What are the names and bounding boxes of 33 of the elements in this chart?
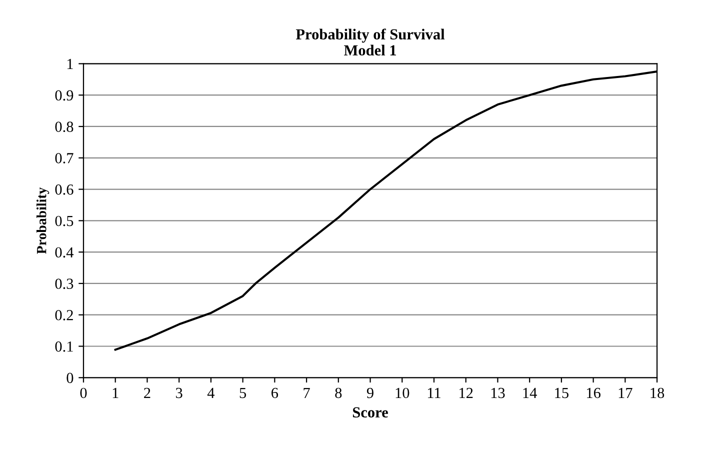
x-tick-label: 1	[112, 388, 118, 398]
y-tick-label: 0.4	[55, 247, 74, 258]
x-tick-label: 5	[240, 388, 246, 398]
x-tick-label: 9	[366, 388, 374, 398]
y-axis-title: Probability	[36, 187, 50, 254]
y-tick-label: 1	[67, 58, 73, 69]
x-tick-label: 2	[144, 388, 150, 398]
x-tick-label: 18	[650, 388, 664, 398]
x-tick-label: 13	[491, 388, 505, 398]
y-tick-label: 0	[66, 372, 74, 384]
x-tick-label: 10	[396, 388, 410, 398]
x-tick-label: 17	[618, 388, 632, 398]
y-tick-label: 0.6	[55, 184, 74, 195]
x-axis-title: Score	[352, 407, 388, 418]
x-tick-label: 3	[176, 388, 182, 398]
x-tick-label: 6	[272, 388, 278, 398]
x-tick-label: 11	[428, 388, 440, 398]
y-tick-label: 0.3	[55, 278, 74, 289]
x-tick-label: 0	[80, 388, 87, 398]
y-tick-label: 0.9	[55, 90, 74, 101]
y-tick-label: 0.1	[55, 341, 73, 352]
y-tick-label: 0.2	[55, 310, 73, 320]
chart-title: Probability of Survival Model 1	[296, 28, 445, 56]
x-tick-label: 16	[587, 388, 600, 398]
y-tick-label: 0.7	[55, 153, 74, 164]
y-tick-label: 0.8	[55, 122, 74, 132]
x-tick-label: 4	[207, 388, 215, 398]
x-tick-label: 14	[523, 388, 537, 398]
x-tick-label: 7	[304, 388, 310, 398]
x-tick-label: 8	[335, 388, 342, 398]
x-tick-label: 15	[555, 388, 568, 398]
y-tick-label: 0.5	[55, 216, 74, 226]
x-tick-label: 12	[460, 388, 473, 398]
